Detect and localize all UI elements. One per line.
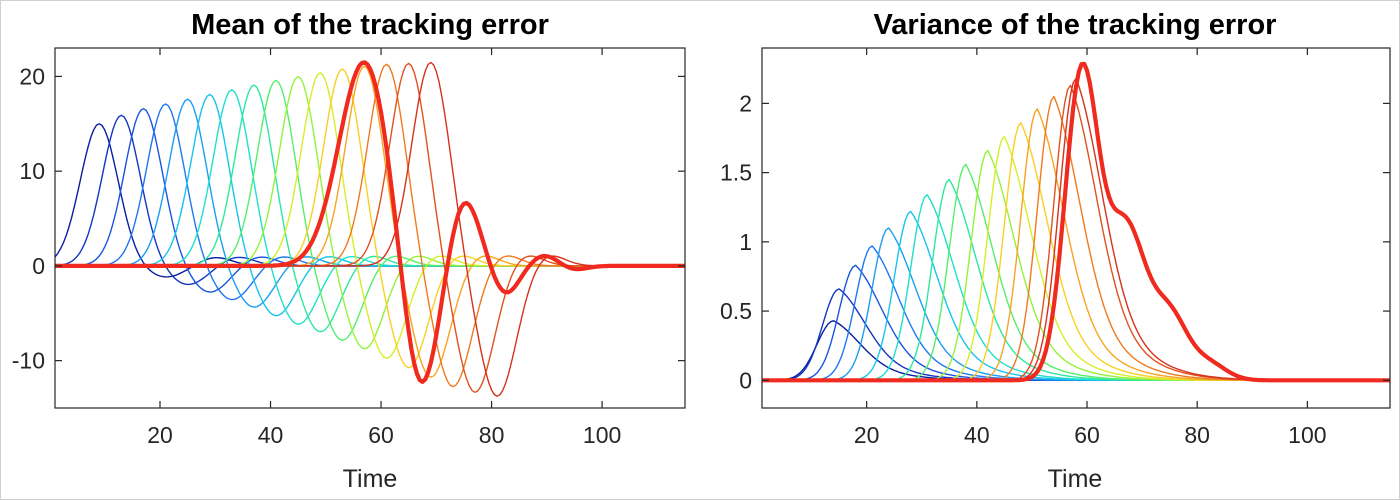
x-tick-label: 60 [1074, 422, 1100, 448]
x-tick-label: 80 [1184, 422, 1210, 448]
y-tick-label: 10 [19, 158, 45, 184]
series-line-15 [55, 62, 685, 393]
series-line-15 [762, 84, 1390, 381]
mean-panel: Mean of the tracking error Time 20 40 60 80… [12, 9, 686, 493]
series-line-5 [762, 227, 1390, 381]
axes-box [761, 47, 1391, 409]
y-tick-label: 0 [32, 253, 45, 279]
y-tick-label: 0 [739, 367, 752, 393]
final-series-line [55, 60, 685, 384]
series-line-9 [762, 163, 1390, 381]
series-line-14 [762, 95, 1390, 381]
y-tick-label: 2 [739, 90, 752, 116]
x-tick-label: 40 [964, 422, 990, 448]
x-tick-label: 40 [258, 422, 284, 448]
axes-box [54, 47, 686, 409]
series-line-3 [762, 264, 1390, 381]
y-tick-label: -10 [12, 348, 45, 374]
series-line-2 [55, 114, 685, 286]
series-group [762, 61, 1390, 383]
series-line-7 [762, 194, 1390, 381]
y-tick-label: 0.5 [720, 298, 752, 324]
y-tick-label: 1 [739, 229, 752, 255]
variance-x-axis-label: Time [1048, 465, 1103, 493]
variance-chart-title: Variance of the tracking error [874, 9, 1277, 41]
series-line-14 [55, 63, 685, 388]
x-tick-label: 60 [368, 422, 394, 448]
series-line-11 [762, 135, 1390, 381]
x-tick-label: 20 [854, 422, 880, 448]
series-line-1 [762, 320, 1390, 381]
x-tick-label: 100 [583, 422, 621, 448]
x-tick-label: 100 [1288, 422, 1326, 448]
variance-panel: Variance of the tracking error Time 20 40… [720, 9, 1391, 493]
final-series-line [762, 61, 1390, 383]
y-tick-label: 20 [19, 63, 45, 89]
series-line-12 [762, 122, 1390, 381]
y-tick-label: 1.5 [720, 160, 752, 186]
mean-x-axis-label: Time [343, 465, 398, 493]
series-line-8 [762, 178, 1390, 381]
x-tick-label: 20 [147, 422, 173, 448]
mean-chart-title: Mean of the tracking error [191, 9, 549, 41]
series-group [55, 60, 685, 397]
series-line-16 [762, 77, 1390, 381]
x-tick-label: 80 [479, 422, 505, 448]
series-line-1 [55, 123, 685, 278]
